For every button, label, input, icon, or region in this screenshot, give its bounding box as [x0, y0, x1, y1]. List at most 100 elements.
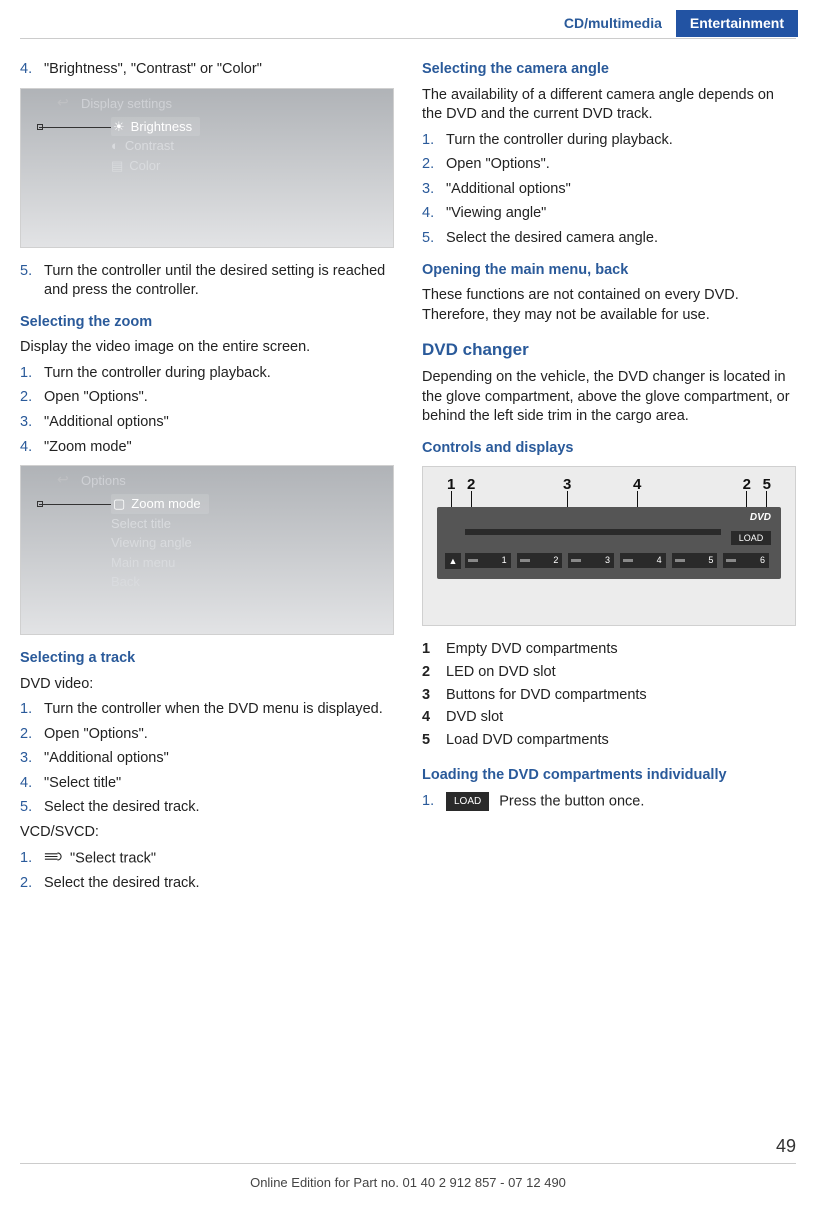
compartment-btn: 1: [465, 553, 511, 568]
step-2-vcd: 2. Select the desired track.: [20, 874, 394, 894]
step-text: "Viewing angle": [446, 204, 796, 224]
step-number: 1.: [20, 700, 44, 720]
step-text: Select the desired camera angle.: [446, 229, 796, 249]
step-number: 1.: [20, 849, 44, 869]
menu-label: Main menu: [111, 554, 175, 572]
controls-legend: 1Empty DVD compartments 2LED on DVD slot 3…: [422, 640, 796, 750]
bottom-rule: [20, 1163, 796, 1164]
dvd-logo: DVD: [750, 511, 771, 525]
list-item: 3."Additional options": [422, 180, 796, 200]
list-item: 1.Turn the controller during playback.: [20, 364, 394, 384]
heading-track: Selecting a track: [20, 649, 394, 669]
menu-label: Select title: [111, 515, 171, 533]
step-text: Turn the controller during playback.: [44, 364, 394, 384]
legend-row: 1Empty DVD compartments: [422, 640, 796, 660]
step-number: 5.: [20, 262, 44, 301]
list-item: 3."Additional options": [20, 413, 394, 433]
compartment-btn: 2: [517, 553, 563, 568]
legend-text: DVD slot: [446, 708, 503, 728]
compartment-btn: 5: [672, 553, 718, 568]
compartment-btn: 4: [620, 553, 666, 568]
step-text: "Zoom mode": [44, 438, 394, 458]
legend-text: Load DVD compartments: [446, 731, 609, 751]
return-icon: ↩: [57, 470, 69, 489]
page-number: 49: [776, 1134, 796, 1158]
menu-label: Zoom mode: [131, 495, 200, 513]
step-5: 5. Turn the controller until the desired…: [20, 262, 394, 301]
step-text: "Brightness", "Contrast" or "Color": [44, 60, 394, 80]
menu-label: Contrast: [125, 137, 174, 155]
step-1-vcd: 1. "Select track": [20, 849, 394, 869]
list-item: 3."Additional options": [20, 749, 394, 769]
step-number: 1.: [422, 792, 446, 812]
para: Display the video image on the entire sc…: [20, 338, 394, 358]
compartment-btn: 3: [568, 553, 614, 568]
legend-num: 2: [422, 663, 446, 683]
step-text: Turn the controller during playback.: [446, 131, 796, 151]
footer-text: Online Edition for Part no. 01 40 2 912 …: [0, 1174, 816, 1192]
list-item: 4."Zoom mode": [20, 438, 394, 458]
heading-dvd-changer: DVD changer: [422, 339, 796, 362]
list-item: 4."Select title": [20, 774, 394, 794]
content-columns: 4. "Brightness", "Contrast" or "Color" ↩…: [20, 60, 796, 1138]
left-column: 4. "Brightness", "Contrast" or "Color" ↩…: [20, 60, 394, 1138]
step-number: 2.: [422, 155, 446, 175]
brightness-icon: ☀: [113, 118, 125, 136]
list-item: 4."Viewing angle": [422, 204, 796, 224]
screenshot-title: Options: [81, 472, 126, 490]
menu-row: ▤ Color: [111, 156, 200, 176]
menu-label: Viewing angle: [111, 534, 192, 552]
heading-camera: Selecting the camera angle: [422, 60, 796, 80]
step-text: Turn the controller until the desired se…: [44, 262, 394, 301]
step-text: "Additional options": [446, 180, 796, 200]
breadcrumb-tab: CD/multimedia: [550, 10, 676, 37]
load-button: LOAD: [731, 531, 771, 545]
para: The availability of a different camera a…: [422, 86, 796, 125]
menu-label: Back: [111, 573, 140, 591]
list-item: 2.Open "Options".: [20, 725, 394, 745]
menu-row: ◐ Contrast: [111, 136, 200, 156]
dvd-slot: [465, 529, 721, 535]
step-number: 4.: [20, 438, 44, 458]
menu-label: Brightness: [131, 118, 192, 136]
callout-box: [37, 501, 43, 507]
legend-num: 1: [422, 640, 446, 660]
legend-row: 3Buttons for DVD compartments: [422, 686, 796, 706]
step-number: 1.: [422, 131, 446, 151]
step-number: 3.: [20, 749, 44, 769]
track-steps-dvd: 1.Turn the controller when the DVD menu …: [20, 700, 394, 818]
menu-row-selected: ▢ Zoom mode: [111, 494, 209, 514]
step-number: 3.: [422, 180, 446, 200]
menu-row: Main menu: [111, 553, 209, 573]
load-button-graphic: LOAD: [446, 792, 489, 812]
display-settings-screenshot: ↩ Display settings ☀Brightness ◐Contrast…: [20, 88, 394, 248]
step-number: 2.: [20, 388, 44, 408]
step-4: 4. "Brightness", "Contrast" or "Color": [20, 60, 394, 80]
step-number: 1.: [20, 364, 44, 384]
right-column: Selecting the camera angle The availabil…: [422, 60, 796, 1138]
menu-label: Color: [129, 157, 160, 175]
step-text: "Select track": [44, 849, 394, 869]
legend-row: 5Load DVD compartments: [422, 731, 796, 751]
legend-row: 2LED on DVD slot: [422, 663, 796, 683]
compartment-buttons: 1 2 3 4 5 6: [465, 553, 769, 568]
heading-zoom: Selecting the zoom: [20, 313, 394, 333]
step-number: 4.: [422, 204, 446, 224]
legend-num: 4: [422, 708, 446, 728]
checkbox-icon: ▢: [113, 495, 125, 513]
list-item: 2.Open "Options".: [20, 388, 394, 408]
screenshot-menu: ▢ Zoom mode Select title Viewing angle Ma…: [111, 494, 209, 592]
step-number: 2.: [20, 874, 44, 894]
heading-loading: Loading the DVD compartments individuall…: [422, 766, 796, 786]
step-number: 4.: [20, 774, 44, 794]
dvd-changer-diagram: 1 2 3 4 2 5 DVD LOAD ▲ 1 2 3 4: [422, 466, 796, 626]
step-text: LOAD Press the button once.: [446, 792, 796, 812]
legend-num: 5: [422, 731, 446, 751]
menu-row: Viewing angle: [111, 533, 209, 553]
contrast-icon: ◐: [111, 137, 119, 155]
return-icon: ↩: [57, 93, 69, 112]
list-item: 1.Turn the controller during playback.: [422, 131, 796, 151]
changer-unit: DVD LOAD ▲ 1 2 3 4 5 6: [437, 507, 781, 579]
step-text: Select the desired track.: [44, 874, 394, 894]
color-icon: ▤: [111, 157, 123, 175]
